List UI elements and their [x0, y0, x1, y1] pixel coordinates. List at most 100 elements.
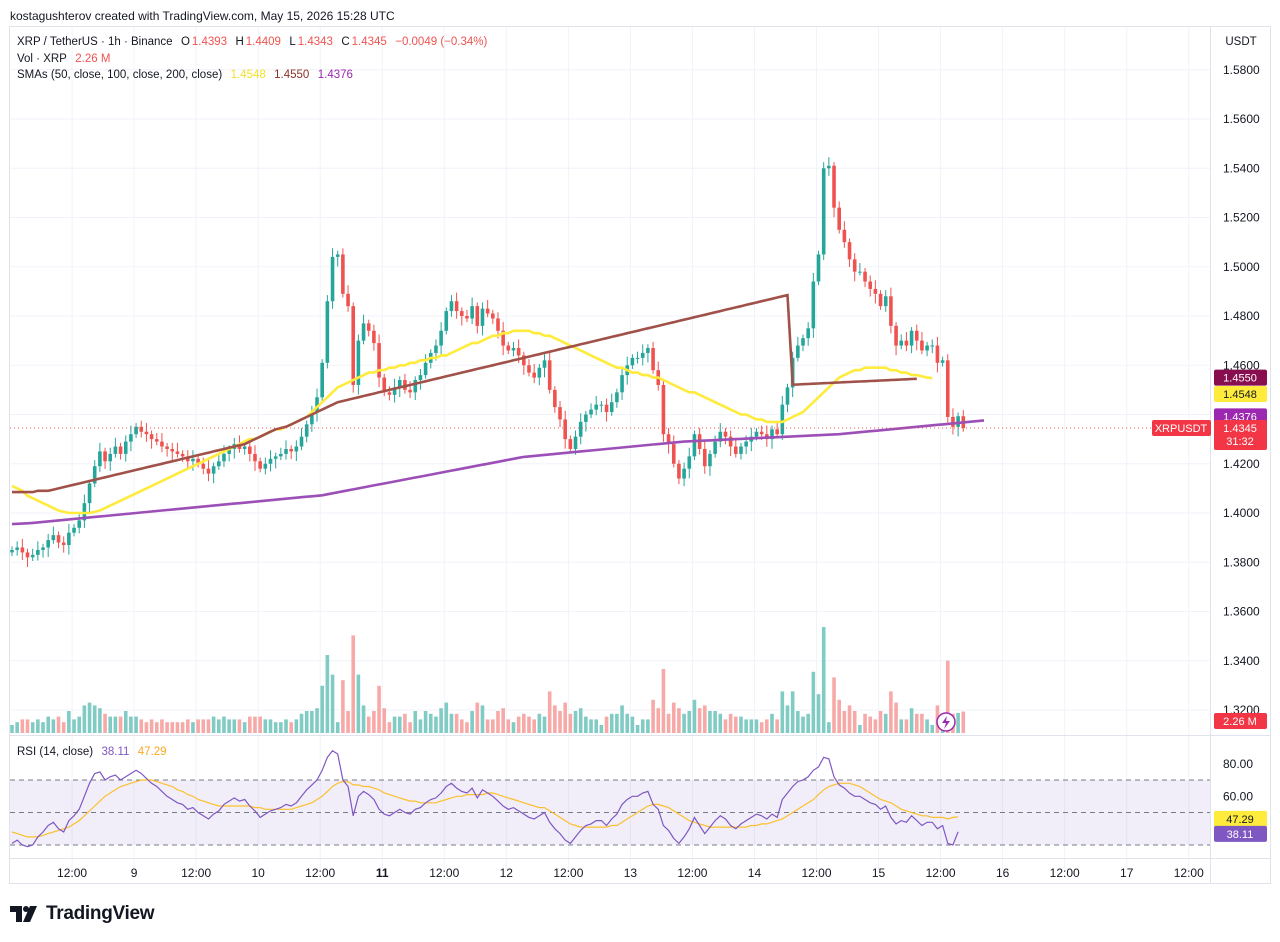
- candle-body: [434, 345, 438, 353]
- volume-bar: [516, 716, 521, 733]
- candle-body: [516, 348, 521, 356]
- candle-body: [651, 348, 655, 371]
- volume-bar: [10, 725, 14, 733]
- volume-label[interactable]: Vol · XRP: [17, 53, 67, 65]
- candle-body: [113, 446, 118, 454]
- volume-bar: [428, 713, 433, 733]
- volume-bar: [697, 708, 702, 733]
- candle-body: [289, 448, 293, 452]
- candle-body: [341, 254, 345, 294]
- candle-body: [103, 451, 107, 462]
- volume-bar: [718, 713, 723, 733]
- volume-bar: [723, 719, 728, 733]
- candle-body: [315, 397, 319, 413]
- last-price-axis-label: 1.4345: [1223, 423, 1257, 435]
- volume-bar: [434, 716, 438, 733]
- candle-body: [806, 328, 810, 339]
- candle-body: [682, 468, 686, 479]
- candle-body: [98, 451, 102, 467]
- symbol-tag-bg: [1152, 420, 1211, 437]
- volume-bar: [630, 716, 635, 733]
- volume-bar: [123, 711, 128, 733]
- candle-body: [372, 330, 376, 344]
- currency-button[interactable]: USDT: [1225, 36, 1257, 48]
- sma100-line: [12, 293, 917, 494]
- volume-bar: [599, 725, 604, 733]
- volume-bar: [160, 719, 164, 733]
- volume-bar: [889, 691, 893, 733]
- candle-body: [951, 416, 955, 427]
- volume-bar: [361, 705, 366, 733]
- candle-body: [816, 254, 821, 282]
- candle-body: [615, 392, 619, 403]
- candle-body: [930, 345, 935, 347]
- candle-body: [584, 414, 588, 422]
- candle-body: [956, 416, 960, 427]
- candle-body: [361, 323, 366, 341]
- time-tick-label: 15: [872, 866, 886, 880]
- candle-body: [553, 389, 557, 408]
- candle-body: [480, 308, 485, 326]
- volume-bar: [149, 719, 154, 733]
- volume-bar: [961, 711, 966, 733]
- candle-body: [346, 293, 350, 307]
- candle-body: [661, 384, 666, 435]
- rsi-tick-label: 60.00: [1223, 789, 1253, 803]
- candle-body: [304, 424, 309, 437]
- time-tick-label: 12: [500, 866, 514, 880]
- candle-body: [718, 431, 723, 442]
- candle-body: [868, 281, 873, 289]
- price-tick-label: 1.4200: [1223, 457, 1260, 471]
- candle-body: [475, 306, 480, 326]
- volume-bar: [796, 711, 800, 733]
- price-tick-label: 1.5000: [1223, 260, 1260, 274]
- footer-brand: TradingView: [46, 903, 155, 924]
- rsi-label[interactable]: RSI (14, close): [17, 746, 94, 758]
- tradingview-logo[interactable]: TradingView: [10, 903, 155, 925]
- volume-axis-tag-bg: [1214, 713, 1267, 729]
- volume-bar: [335, 722, 340, 733]
- volume-bar: [692, 699, 697, 733]
- candle-body: [273, 456, 278, 459]
- symbol-title[interactable]: XRP / TetherUS · 1h · Binance: [17, 36, 173, 48]
- price-tick-label: 1.5200: [1223, 211, 1260, 225]
- time-tick-label: 12:00: [1050, 866, 1080, 880]
- candle-body: [558, 407, 562, 420]
- volume-bar: [728, 713, 733, 733]
- candle-body: [67, 532, 71, 546]
- volume-bar: [770, 713, 774, 733]
- candle-body: [144, 431, 149, 435]
- candle-body: [832, 165, 836, 208]
- volume-bar: [744, 719, 748, 733]
- time-tick-label: 12:00: [553, 866, 583, 880]
- rsi-value: 38.11: [101, 746, 130, 758]
- volume-bar: [20, 719, 25, 733]
- sma-label[interactable]: SMAs (50, close, 100, close, 200, close): [17, 69, 223, 81]
- candle-body: [739, 446, 743, 454]
- tradingview-logo-icon: [10, 906, 37, 922]
- volume-bar: [185, 719, 190, 733]
- volume-bar: [413, 711, 418, 733]
- time-tick-label: 12:00: [802, 866, 832, 880]
- candle-body: [744, 441, 748, 447]
- rsi-ma-axis-tag-bg: [1214, 810, 1267, 827]
- candle-body: [294, 446, 299, 452]
- volume-bar: [904, 719, 909, 733]
- time-tick-label: 13: [624, 866, 638, 880]
- candle-body: [547, 360, 552, 390]
- volume-bar: [656, 708, 661, 733]
- candle-body: [692, 434, 697, 457]
- candle-body: [397, 380, 402, 388]
- candle-body: [780, 404, 785, 435]
- volume-bar: [604, 716, 609, 733]
- volume-bar: [217, 719, 221, 733]
- volume-bar: [811, 671, 816, 733]
- candle-body: [92, 466, 97, 484]
- low-label: L: [289, 36, 296, 48]
- volume-bar: [568, 713, 573, 733]
- volume-bar: [501, 708, 505, 733]
- time-tick-label: 11: [376, 866, 389, 880]
- volume-value: 2.26 M: [75, 53, 111, 65]
- candle-body: [72, 527, 76, 533]
